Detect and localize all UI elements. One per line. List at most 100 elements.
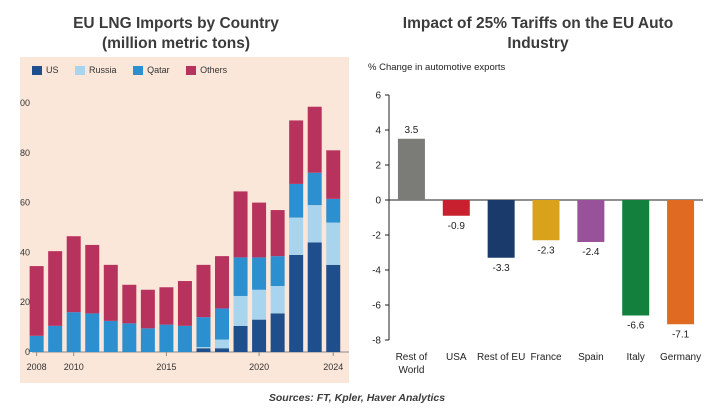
tariff-y-tick-label: -6 xyxy=(372,301,381,312)
right-chart-title-line-1: Impact of 25% Tariffs on the EU Auto xyxy=(402,15,674,32)
lng-bar-2012-others xyxy=(103,264,118,321)
legend-item-us: US xyxy=(32,65,59,75)
left-chart-title-line-1: EU LNG Imports by Country xyxy=(73,15,279,32)
lng-y-tick-label: 20 xyxy=(20,297,30,307)
lng-bar-2011-qatar xyxy=(85,313,100,352)
lng-bar-2024-qatar xyxy=(326,198,341,223)
lng-y-tick-label: 0 xyxy=(25,347,30,357)
tariff-category-label: Rest of EU xyxy=(477,352,525,363)
tariff-data-label: -7.1 xyxy=(672,329,690,340)
source-note: Sources: FT, Kpler, Haver Analytics xyxy=(268,392,446,404)
lng-bar-2017-others xyxy=(196,264,211,318)
lng-bar-2012-qatar xyxy=(103,320,118,352)
legend-swatch-others xyxy=(186,65,197,75)
lng-bar-2020-russia xyxy=(252,289,267,320)
lng-x-tick-label: 2020 xyxy=(249,362,269,372)
lng-bar-2014-others xyxy=(140,289,155,329)
lng-bar-2021-us xyxy=(270,313,285,352)
lng-legend: US Russia Qatar Others xyxy=(32,65,241,77)
tariff-category-label: Italy xyxy=(627,352,645,363)
legend-label-us: US xyxy=(46,65,59,75)
lng-bar-2021-qatar xyxy=(270,256,285,287)
lng-bar-2015-qatar xyxy=(159,324,174,352)
lng-bar-2022-us xyxy=(289,254,304,352)
legend-swatch-us xyxy=(32,65,42,75)
lng-bar-2013-others xyxy=(122,284,137,324)
lng-chart-svg: 0 20 40 60 80 100 2008 2010 2015 2020 2024 xyxy=(20,98,349,372)
lng-bar-2018-qatar xyxy=(215,308,230,340)
tariff-chart-svg: -8 -6 -4 -2 0 2 4 6 3.5 Rest of World -0.9 USA -3.3 Re… xyxy=(372,91,703,376)
legend-item-qatar: Qatar xyxy=(133,65,170,75)
tariff-bar-3 xyxy=(532,200,560,241)
lng-x-tick-label: 2008 xyxy=(27,362,47,372)
lng-bar-2010-qatar xyxy=(66,312,81,352)
tariff-category-label: Germany xyxy=(660,352,701,363)
lng-bar-2022-others xyxy=(289,120,304,184)
lng-bar-2019-us xyxy=(233,325,248,352)
lng-bar-2015-others xyxy=(159,287,174,325)
tariff-category-label: Spain xyxy=(578,352,604,363)
tariff-bar-5 xyxy=(622,200,650,316)
tariff-category-label: World xyxy=(398,365,424,376)
lng-y-tick-label: 40 xyxy=(20,247,30,257)
tariff-bar-0 xyxy=(397,138,425,200)
lng-bar-2011-others xyxy=(85,244,100,314)
tariff-bar-2 xyxy=(487,200,515,258)
legend-swatch-russia xyxy=(75,65,86,75)
lng-bar-2024-others xyxy=(326,150,341,199)
tariff-y-tick-label: 4 xyxy=(375,126,381,137)
lng-bar-2016-qatar xyxy=(177,325,192,352)
tariff-y-tick-label: -8 xyxy=(372,336,381,347)
lng-x-tick-label: 2024 xyxy=(323,362,343,372)
left-chart-title-line-2: (million metric tons) xyxy=(101,35,251,52)
lng-bar-2019-russia xyxy=(233,295,248,326)
lng-x-tick-label: 2010 xyxy=(64,362,84,372)
tariff-bar-1 xyxy=(442,200,470,216)
legend-item-others: Others xyxy=(186,65,227,75)
legend-label-others: Others xyxy=(200,65,228,75)
lng-bar-2020-others xyxy=(252,202,267,258)
lng-bar-2023-others xyxy=(307,106,322,173)
tariff-data-label: -3.3 xyxy=(493,263,511,274)
tariff-category-label: USA xyxy=(446,352,467,363)
lng-bar-2017-qatar xyxy=(196,317,211,348)
lng-bar-2021-others xyxy=(270,210,285,257)
lng-bar-2019-others xyxy=(233,191,248,258)
left-chart-title: EU LNG Imports by Country (million metri… xyxy=(0,14,352,54)
lng-bar-2024-russia xyxy=(326,222,341,265)
lng-bar-2014-qatar xyxy=(140,328,155,352)
lng-bar-2016-others xyxy=(177,281,192,326)
legend-item-russia: Russia xyxy=(75,65,117,75)
tariff-category-label: France xyxy=(530,352,562,363)
right-chart-title-line-2: Industry xyxy=(507,35,569,52)
lng-bar-2022-qatar xyxy=(289,183,304,218)
lng-y-tick-label: 60 xyxy=(20,198,30,208)
lng-bar-2023-qatar xyxy=(307,172,322,206)
right-chart-title: Impact of 25% Tariffs on the EU Auto Ind… xyxy=(362,14,714,54)
lng-bar-2010-others xyxy=(66,236,81,313)
lng-bar-2024-us xyxy=(326,264,341,352)
tariff-y-tick-label: -4 xyxy=(372,266,381,277)
lng-y-tick-label: 100 xyxy=(20,98,30,108)
legend-label-russia: Russia xyxy=(89,65,117,75)
tariff-bar-6 xyxy=(667,200,695,325)
tariff-y-tick-label: 2 xyxy=(375,161,381,172)
lng-x-tick-label: 2015 xyxy=(156,362,176,372)
tariff-y-axis-label: % Change in automotive exports xyxy=(368,62,506,73)
lng-bar-2020-qatar xyxy=(252,257,267,290)
lng-bar-2019-qatar xyxy=(233,257,248,296)
lng-bar-2009-qatar xyxy=(48,325,63,352)
tariff-data-label: -6.6 xyxy=(627,321,645,332)
lng-bar-2020-us xyxy=(252,319,267,352)
lng-bar-2017-russia xyxy=(196,347,211,349)
lng-bar-2008-others xyxy=(29,266,44,336)
tariff-y-tick-label: 6 xyxy=(375,91,381,102)
lng-bar-2009-others xyxy=(48,251,63,326)
tariff-data-label: -2.3 xyxy=(537,245,555,256)
lng-chart-panel: US Russia Qatar Others 0 20 40 60 80 100 2008 2… xyxy=(20,57,349,383)
lng-bar-2013-qatar xyxy=(122,323,137,352)
lng-bar-2023-russia xyxy=(307,205,322,243)
tariff-data-label: -2.4 xyxy=(582,247,600,258)
legend-swatch-qatar xyxy=(133,65,144,75)
lng-bar-2008-qatar xyxy=(29,335,44,352)
